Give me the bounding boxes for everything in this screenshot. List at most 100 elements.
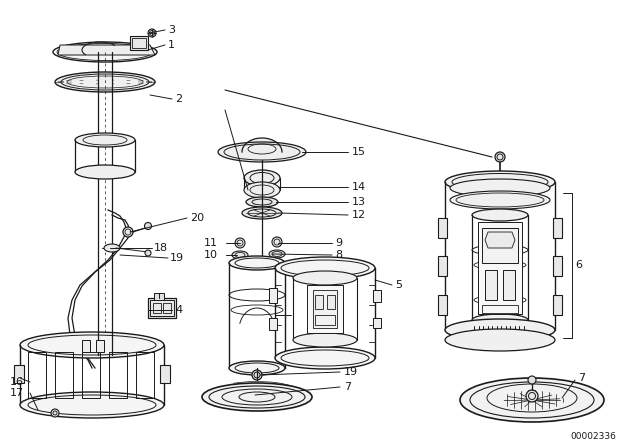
Text: 00002336: 00002336: [570, 431, 616, 440]
Ellipse shape: [229, 256, 285, 270]
Bar: [327, 295, 335, 309]
Text: 12: 12: [352, 210, 366, 220]
Bar: [130, 36, 148, 50]
Text: 5: 5: [395, 280, 402, 290]
Circle shape: [526, 390, 538, 402]
Ellipse shape: [20, 392, 164, 418]
Circle shape: [235, 238, 245, 248]
Bar: [163, 303, 171, 313]
Bar: [485, 270, 497, 300]
Bar: [269, 318, 277, 330]
Text: 1: 1: [168, 40, 175, 50]
Polygon shape: [485, 232, 515, 248]
Ellipse shape: [472, 209, 528, 221]
Ellipse shape: [460, 378, 604, 422]
Circle shape: [272, 237, 282, 247]
Bar: [82, 340, 90, 352]
Ellipse shape: [20, 332, 164, 358]
Circle shape: [51, 409, 59, 417]
Circle shape: [145, 223, 152, 229]
Ellipse shape: [53, 42, 157, 62]
Ellipse shape: [55, 72, 155, 92]
Bar: [109, 352, 127, 398]
Bar: [553, 256, 562, 276]
Text: 20: 20: [190, 213, 204, 223]
Ellipse shape: [246, 197, 278, 207]
Ellipse shape: [269, 250, 285, 258]
Bar: [136, 352, 154, 398]
Circle shape: [145, 250, 151, 256]
Text: 10: 10: [204, 250, 218, 260]
Bar: [482, 305, 518, 313]
Text: 14: 14: [352, 182, 366, 192]
Bar: [82, 352, 100, 398]
Bar: [55, 352, 73, 398]
Bar: [153, 303, 161, 313]
Bar: [150, 300, 174, 316]
Text: 8: 8: [335, 250, 342, 260]
Ellipse shape: [244, 182, 280, 198]
Text: 7: 7: [344, 382, 351, 392]
Ellipse shape: [104, 244, 120, 252]
Ellipse shape: [218, 142, 306, 162]
Bar: [373, 290, 381, 302]
Ellipse shape: [472, 314, 528, 326]
Text: 18: 18: [154, 243, 168, 253]
Circle shape: [528, 376, 536, 384]
Polygon shape: [58, 45, 155, 55]
Bar: [438, 218, 447, 238]
Circle shape: [495, 152, 505, 162]
Ellipse shape: [232, 251, 248, 259]
Bar: [478, 222, 522, 314]
Bar: [315, 295, 323, 309]
Text: 17: 17: [10, 388, 24, 398]
Ellipse shape: [275, 257, 375, 279]
Text: 2: 2: [175, 94, 182, 104]
Bar: [482, 228, 518, 263]
Bar: [503, 270, 515, 300]
Text: 19: 19: [170, 253, 184, 263]
Text: 9: 9: [335, 238, 342, 248]
Ellipse shape: [275, 347, 375, 369]
Text: 15: 15: [352, 147, 366, 157]
Text: 4: 4: [175, 305, 182, 315]
Text: 16: 16: [10, 377, 24, 387]
Ellipse shape: [242, 207, 282, 219]
Text: 7: 7: [578, 373, 585, 383]
Bar: [313, 290, 337, 328]
Ellipse shape: [75, 165, 135, 179]
Bar: [315, 315, 335, 325]
Bar: [96, 340, 104, 352]
Ellipse shape: [75, 133, 135, 147]
Text: 19: 19: [344, 367, 358, 377]
Bar: [132, 38, 146, 48]
Bar: [553, 218, 562, 238]
Ellipse shape: [450, 191, 550, 209]
Bar: [160, 365, 170, 383]
Circle shape: [148, 29, 156, 37]
Ellipse shape: [293, 271, 357, 285]
Bar: [438, 256, 447, 276]
Ellipse shape: [293, 333, 357, 347]
Ellipse shape: [229, 361, 285, 375]
Text: 6: 6: [575, 260, 582, 270]
Bar: [553, 295, 562, 315]
Ellipse shape: [450, 179, 550, 197]
Ellipse shape: [202, 383, 312, 411]
Circle shape: [123, 227, 133, 237]
Bar: [154, 293, 164, 300]
Text: 13: 13: [352, 197, 366, 207]
Circle shape: [252, 370, 262, 380]
Bar: [269, 288, 277, 303]
Ellipse shape: [445, 171, 555, 193]
Text: 3: 3: [168, 25, 175, 35]
Bar: [148, 298, 176, 318]
Bar: [373, 318, 381, 328]
Bar: [28, 352, 46, 398]
Bar: [438, 295, 447, 315]
Bar: [14, 365, 24, 383]
Ellipse shape: [244, 170, 280, 186]
Ellipse shape: [445, 319, 555, 341]
Bar: [307, 285, 343, 333]
Ellipse shape: [445, 329, 555, 351]
